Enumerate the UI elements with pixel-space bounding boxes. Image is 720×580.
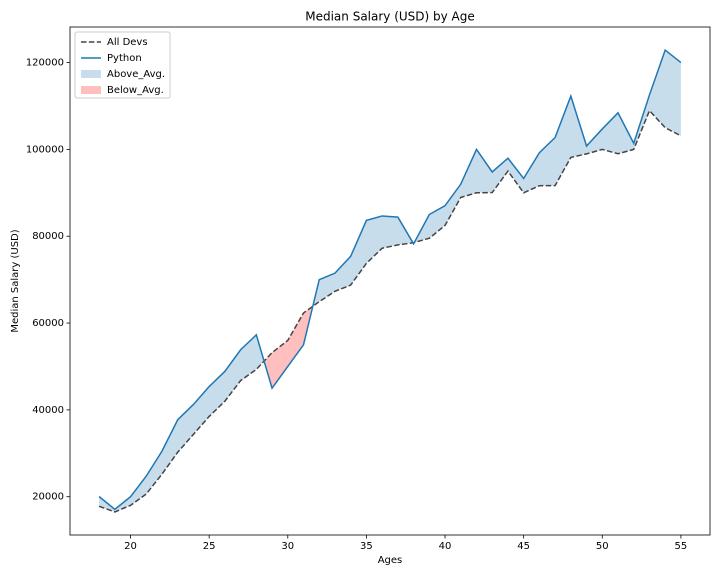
x-tick-label: 55 <box>675 541 688 552</box>
fill-region <box>130 476 147 506</box>
x-tick-label: 50 <box>596 541 609 552</box>
legend-label: Python <box>107 53 142 64</box>
y-tick-label: 20000 <box>32 492 64 503</box>
fill-region <box>366 215 383 264</box>
fill-region <box>209 371 225 417</box>
x-axis-label: Ages <box>378 555 403 566</box>
fill-region <box>146 451 162 494</box>
legend-box <box>74 31 171 99</box>
legend-swatch <box>81 86 101 94</box>
x-tick-label: 45 <box>517 541 530 552</box>
plot-frame <box>69 26 711 536</box>
fill-region <box>224 349 241 402</box>
fill-region <box>602 112 619 154</box>
fill-region <box>586 128 603 154</box>
fill-region <box>665 50 681 136</box>
x-tick-label: 35 <box>360 541 373 552</box>
fill-region <box>460 149 477 198</box>
fill-region <box>649 50 666 128</box>
fill-region <box>334 256 351 292</box>
y-tick-label: 80000 <box>32 231 64 242</box>
fill-region <box>492 158 508 193</box>
fill-region <box>161 419 178 475</box>
y-tick-label: 100000 <box>26 144 64 155</box>
y-axis-label: Median Salary (USD) <box>10 229 21 332</box>
x-tick-label: 20 <box>124 541 137 552</box>
x-tick-label: 40 <box>439 541 452 552</box>
fill-region <box>523 152 540 193</box>
series-line <box>98 48 682 511</box>
fill-region <box>429 205 446 239</box>
legend-label: Below_Avg. <box>107 85 164 96</box>
legend-label: All Devs <box>107 37 148 48</box>
y-tick-label: 40000 <box>32 405 64 416</box>
legend-label: Above_Avg. <box>107 69 165 80</box>
chart-title: Median Salary (USD) by Age <box>305 10 475 24</box>
legend-swatch <box>81 70 101 78</box>
fill-region <box>193 386 210 435</box>
fill-region <box>618 112 634 154</box>
fill-region <box>445 184 461 226</box>
y-tick-label: 120000 <box>26 58 64 69</box>
fill-region <box>272 340 288 389</box>
fill-region <box>287 312 304 367</box>
fill-region <box>476 149 493 193</box>
fill-region <box>350 220 367 286</box>
fill-region <box>319 273 335 302</box>
fill-region <box>382 215 398 249</box>
x-tick-label: 25 <box>203 541 216 552</box>
x-tick-label: 30 <box>281 541 294 552</box>
y-tick-label: 60000 <box>32 318 64 329</box>
fill-region <box>570 96 587 158</box>
fill-region <box>507 158 524 193</box>
series-line <box>98 109 682 513</box>
